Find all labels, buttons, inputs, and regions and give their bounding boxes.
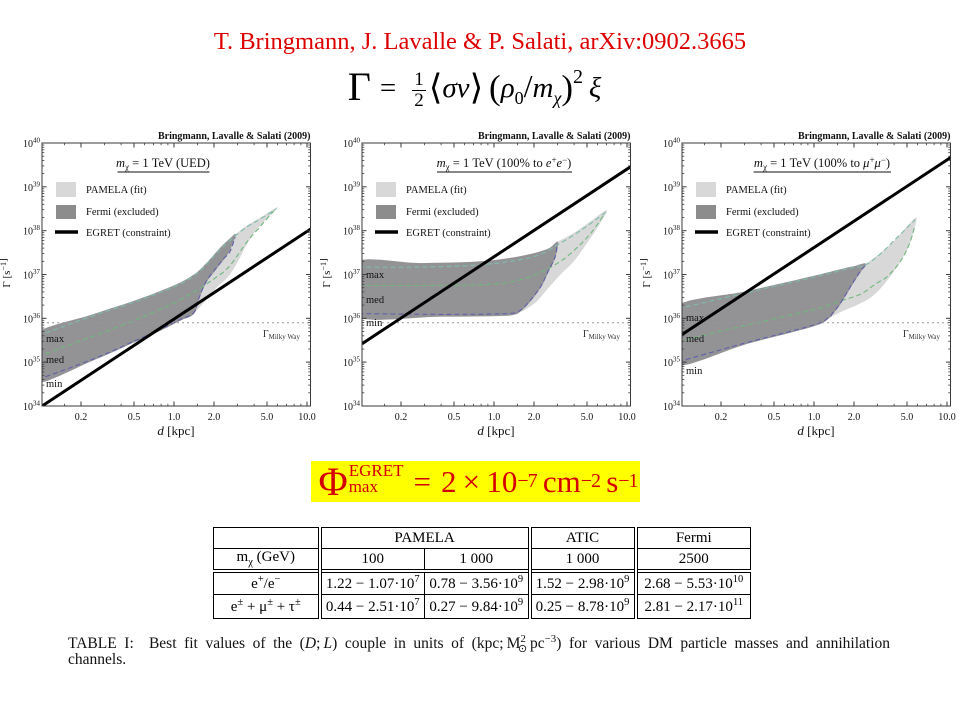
svg-text:Bringmann, Lavalle & Salati (2: Bringmann, Lavalle & Salati (2009) <box>158 131 311 142</box>
svg-text:1040: 1040 <box>343 137 361 151</box>
svg-text:ΓMilky Way: ΓMilky Way <box>903 329 941 341</box>
svg-text:min: min <box>366 318 383 329</box>
svg-text:1036: 1036 <box>23 312 41 326</box>
svg-text:0.5: 0.5 <box>128 412 141 423</box>
svg-text:1037: 1037 <box>663 268 681 282</box>
svg-text:Fermi (excluded): Fermi (excluded) <box>86 207 159 218</box>
svg-text:5.0: 5.0 <box>261 412 274 423</box>
svg-text:mχ = 1 TeV (100% to e+e−): mχ = 1 TeV (100% to e+e−) <box>437 155 572 172</box>
svg-text:2.0: 2.0 <box>208 412 221 423</box>
svg-text:1039: 1039 <box>343 180 361 194</box>
svg-text:mχ = 1 TeV (100% to μ+μ−): mχ = 1 TeV (100% to μ+μ−) <box>754 155 890 172</box>
svg-text:PAMELA (fit): PAMELA (fit) <box>726 185 787 196</box>
svg-text:ΓMilky Way: ΓMilky Way <box>583 329 621 341</box>
svg-text:min: min <box>686 366 703 377</box>
svg-text:0.5: 0.5 <box>768 412 781 423</box>
svg-text:0.5: 0.5 <box>448 412 461 423</box>
svg-text:1034: 1034 <box>663 400 681 414</box>
svg-text:5.0: 5.0 <box>901 412 914 423</box>
svg-text:d [kpc]: d [kpc] <box>477 423 514 438</box>
svg-text:ΓMilky Way: ΓMilky Way <box>263 329 301 341</box>
svg-text:1038: 1038 <box>343 224 361 238</box>
svg-text:0.2: 0.2 <box>395 412 408 423</box>
svg-text:10.0: 10.0 <box>618 412 636 423</box>
svg-text:Γ [s−1]: Γ [s−1] <box>0 258 13 287</box>
svg-text:1037: 1037 <box>23 268 41 282</box>
svg-text:max: max <box>46 334 65 345</box>
svg-text:1035: 1035 <box>663 356 681 370</box>
svg-text:1036: 1036 <box>663 312 681 326</box>
svg-text:EGRET (constraint): EGRET (constraint) <box>726 228 811 239</box>
svg-text:1.0: 1.0 <box>808 412 821 423</box>
svg-text:max: max <box>366 270 385 281</box>
svg-text:1036: 1036 <box>343 312 361 326</box>
svg-text:max: max <box>686 313 705 324</box>
svg-text:2.0: 2.0 <box>528 412 541 423</box>
svg-text:Bringmann, Lavalle & Salati (2: Bringmann, Lavalle & Salati (2009) <box>478 131 631 142</box>
svg-text:PAMELA (fit): PAMELA (fit) <box>86 185 147 196</box>
svg-text:1.0: 1.0 <box>168 412 181 423</box>
svg-text:10.0: 10.0 <box>298 412 316 423</box>
svg-text:Fermi (excluded): Fermi (excluded) <box>726 207 799 218</box>
svg-text:Bringmann, Lavalle & Salati (2: Bringmann, Lavalle & Salati (2009) <box>798 131 951 142</box>
svg-text:med: med <box>366 295 385 306</box>
svg-text:10.0: 10.0 <box>938 412 956 423</box>
svg-text:2.0: 2.0 <box>848 412 861 423</box>
svg-text:0.2: 0.2 <box>715 412 728 423</box>
svg-text:PAMELA (fit): PAMELA (fit) <box>406 185 467 196</box>
svg-text:EGRET (constraint): EGRET (constraint) <box>86 228 171 239</box>
svg-text:med: med <box>46 355 65 366</box>
svg-text:5.0: 5.0 <box>581 412 594 423</box>
svg-text:1039: 1039 <box>663 180 681 194</box>
svg-text:d [kpc]: d [kpc] <box>797 423 834 438</box>
svg-text:1040: 1040 <box>663 137 681 151</box>
svg-text:1034: 1034 <box>343 400 361 414</box>
svg-text:1038: 1038 <box>663 224 681 238</box>
svg-text:Γ [s−1]: Γ [s−1] <box>640 258 653 287</box>
svg-text:EGRET (constraint): EGRET (constraint) <box>406 228 491 239</box>
svg-text:0.2: 0.2 <box>75 412 88 423</box>
svg-text:1034: 1034 <box>23 400 41 414</box>
svg-text:1038: 1038 <box>23 224 41 238</box>
svg-text:mχ = 1 TeV (UED): mχ = 1 TeV (UED) <box>116 156 210 172</box>
svg-text:1040: 1040 <box>23 137 41 151</box>
svg-text:1037: 1037 <box>343 268 361 282</box>
svg-text:Γ [s−1]: Γ [s−1] <box>320 258 333 287</box>
svg-text:min: min <box>46 379 63 390</box>
svg-text:med: med <box>686 334 705 345</box>
svg-text:d [kpc]: d [kpc] <box>157 423 194 438</box>
svg-text:1039: 1039 <box>23 180 41 194</box>
svg-text:1035: 1035 <box>23 356 41 370</box>
svg-text:Fermi (excluded): Fermi (excluded) <box>406 207 479 218</box>
svg-text:1.0: 1.0 <box>488 412 501 423</box>
svg-text:1035: 1035 <box>343 356 361 370</box>
